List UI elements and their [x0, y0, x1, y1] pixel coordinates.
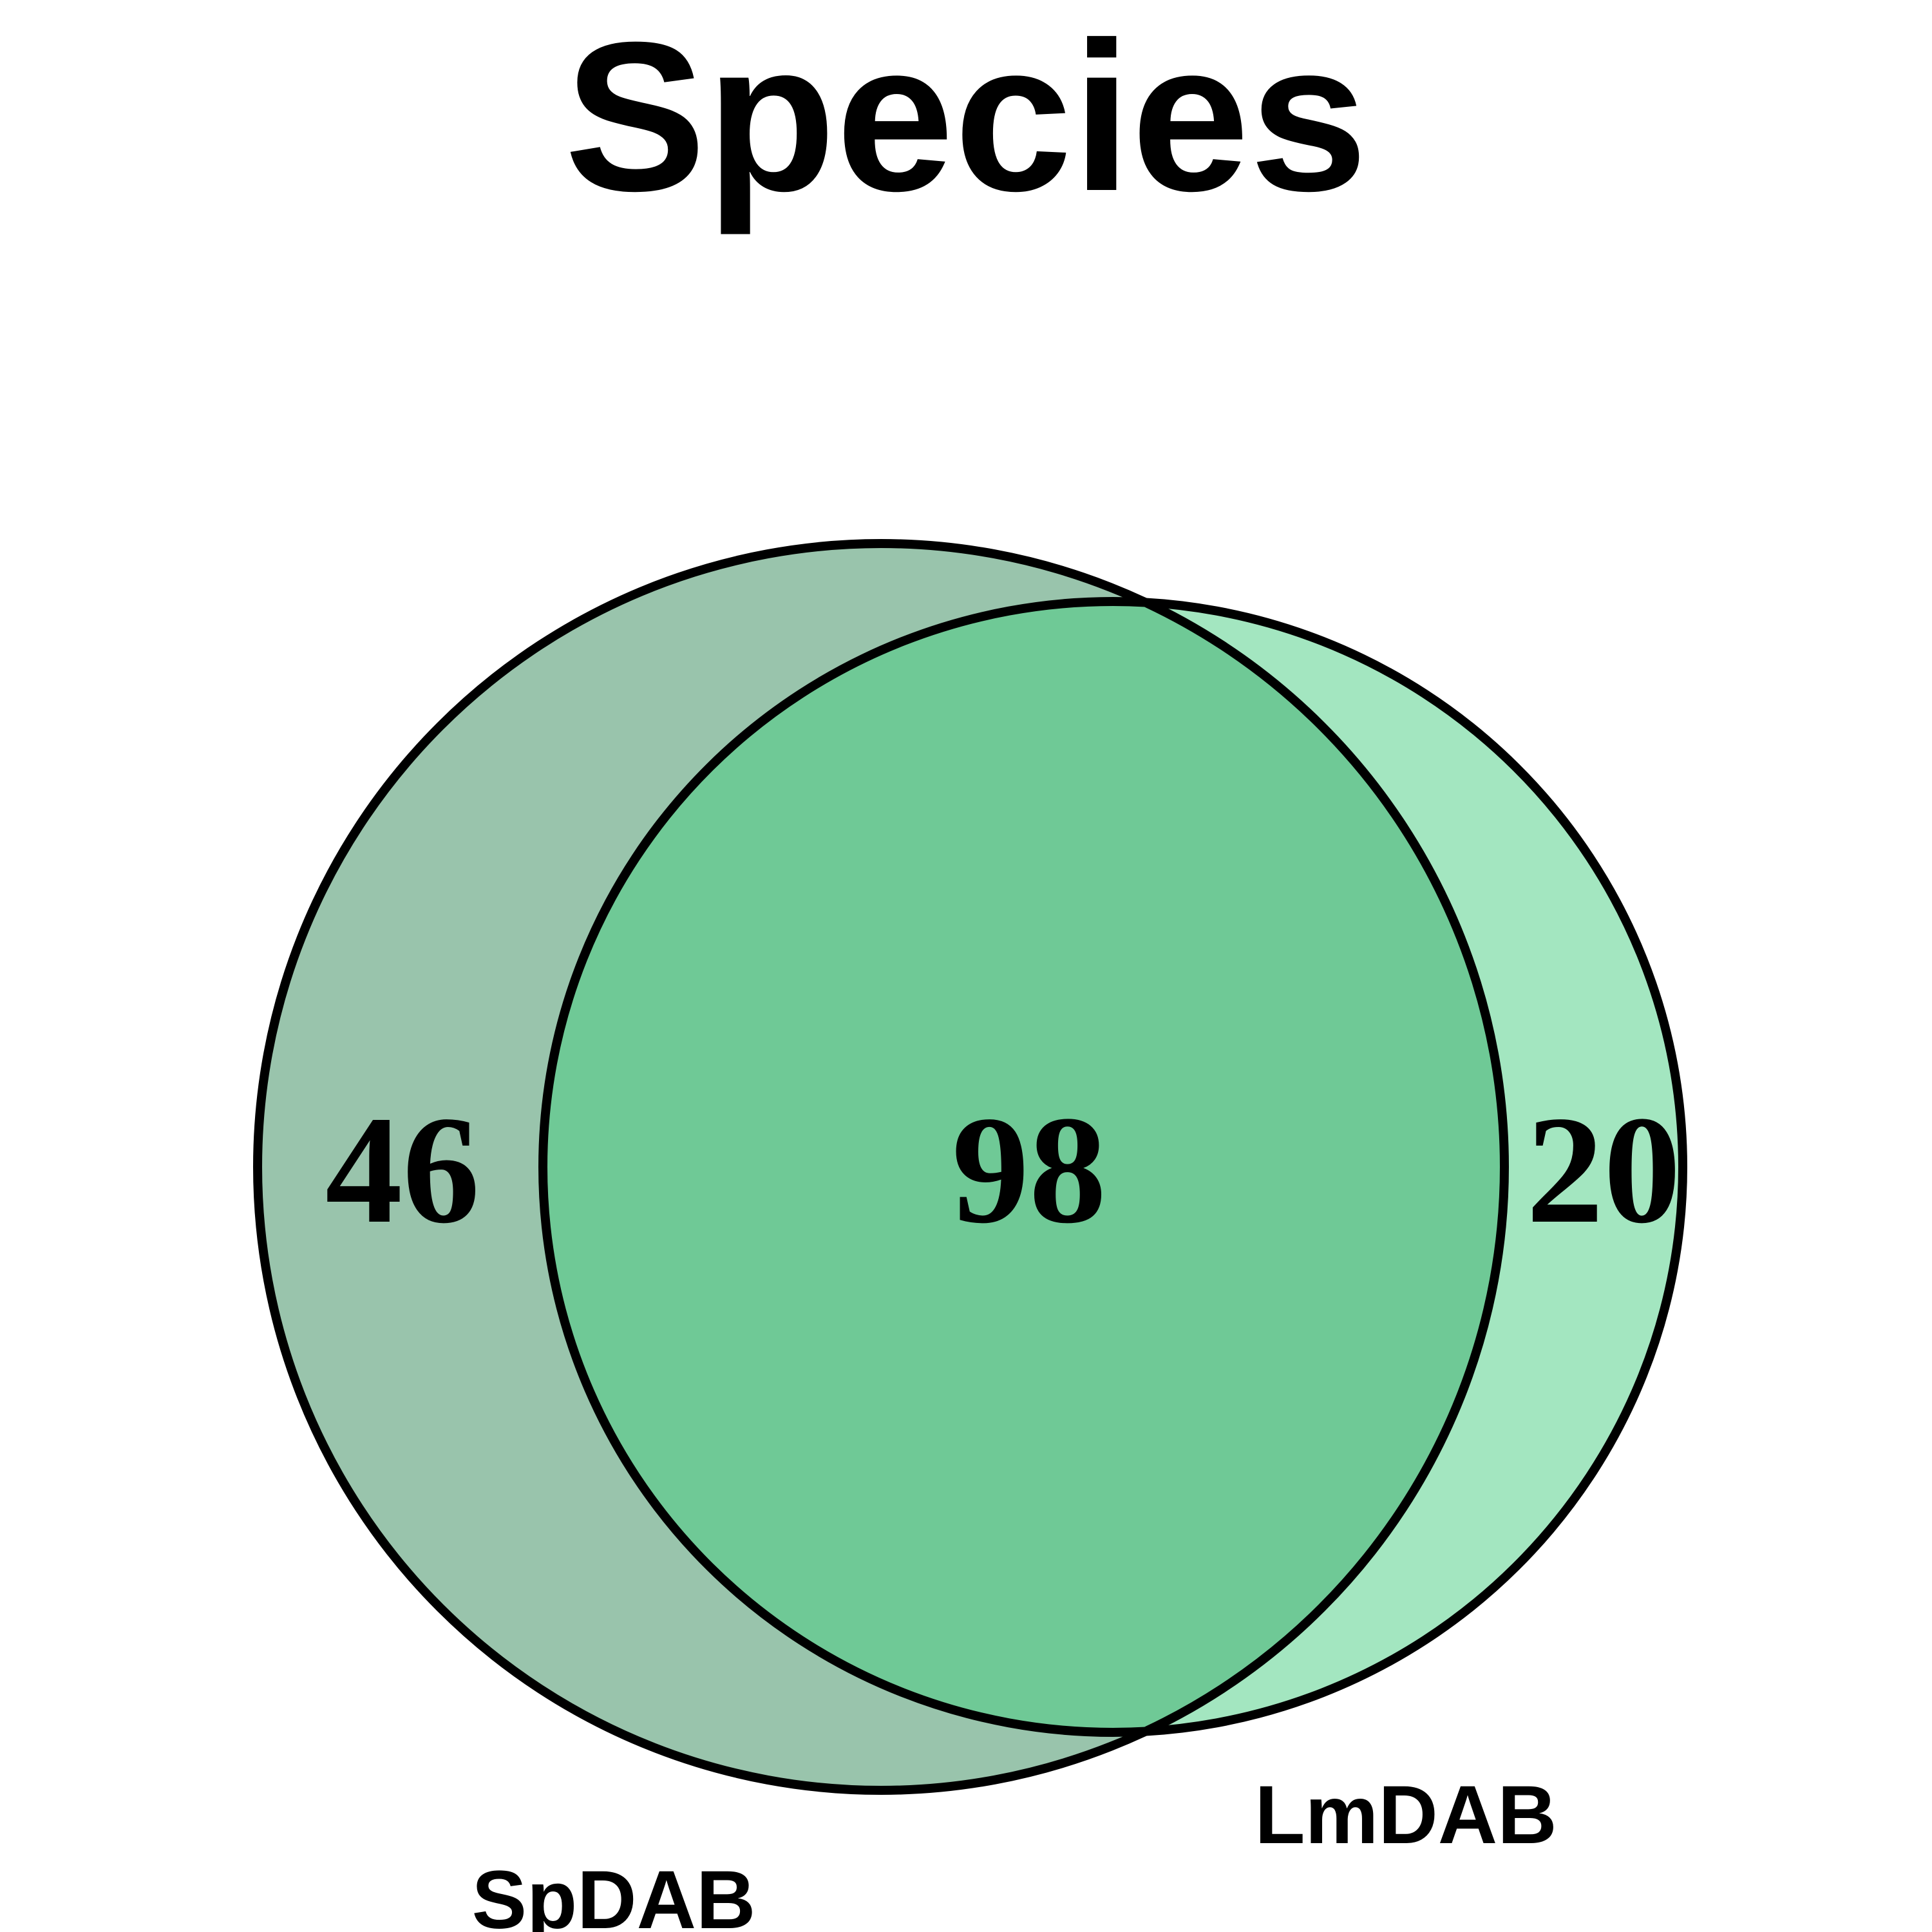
- diagram-title: Species: [564, 0, 1368, 236]
- set-label-spdab: SpDAB: [472, 1854, 756, 1932]
- count-intersection: 98: [952, 1084, 1106, 1255]
- set-outline-lmdab: [538, 597, 1687, 1737]
- set-label-lmdab: LmDAB: [1255, 1769, 1557, 1861]
- set-outline-spdab: [253, 539, 1509, 1795]
- count-spdab-only: 46: [325, 1084, 480, 1255]
- count-lmdab-only: 20: [1526, 1084, 1681, 1255]
